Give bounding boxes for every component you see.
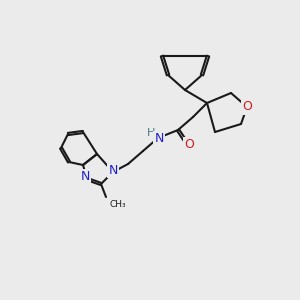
Text: N: N (154, 133, 164, 146)
Text: N: N (108, 164, 118, 176)
Text: N: N (80, 170, 90, 184)
Text: CH₃: CH₃ (110, 200, 127, 209)
Text: O: O (184, 139, 194, 152)
Text: O: O (242, 100, 252, 113)
Text: H: H (147, 128, 155, 138)
